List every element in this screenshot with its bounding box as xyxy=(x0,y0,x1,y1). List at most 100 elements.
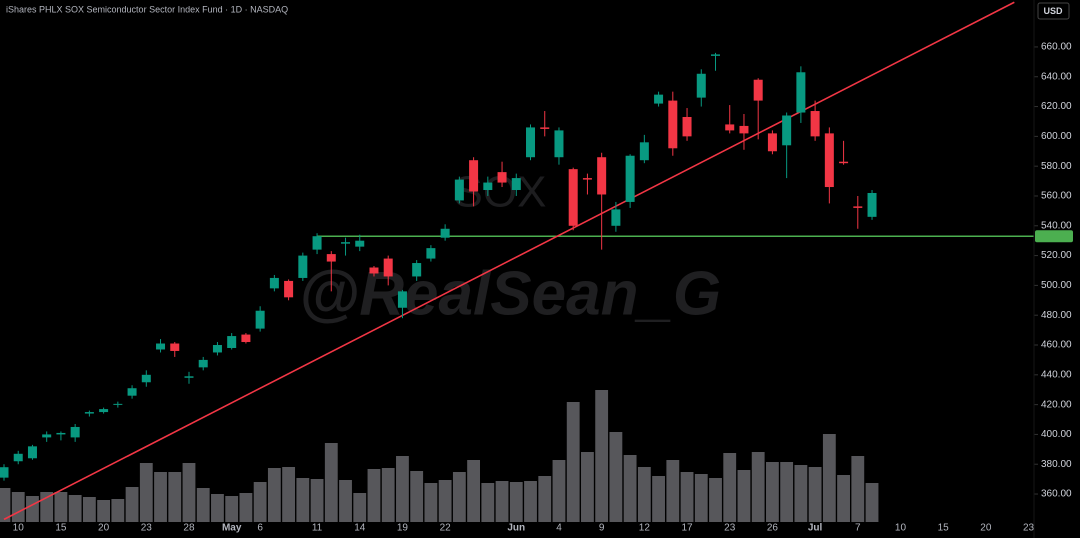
candle-body xyxy=(725,124,735,131)
candle-body xyxy=(639,142,649,161)
candle-body xyxy=(312,236,322,250)
volume-bar xyxy=(723,453,737,522)
volume-bar xyxy=(225,496,239,522)
candle-body xyxy=(383,258,393,277)
chart-title: iShares PHLX SOX Semiconductor Sector In… xyxy=(6,4,288,14)
x-tick-label: 11 xyxy=(312,523,323,534)
volume-bar xyxy=(353,493,367,522)
volume-bar xyxy=(267,468,281,522)
volume-bar xyxy=(239,493,253,522)
candle-body xyxy=(184,376,194,378)
volume-bar xyxy=(737,470,751,522)
y-tick-label: 480.00 xyxy=(1041,310,1072,321)
candle-body xyxy=(796,72,806,113)
candle-body xyxy=(42,434,52,438)
volume-bar xyxy=(424,483,438,522)
volume-bar xyxy=(396,456,409,522)
volume-bar xyxy=(609,432,623,522)
candle-body xyxy=(170,343,180,351)
candle-body xyxy=(497,172,507,183)
volume-bar xyxy=(381,468,395,522)
candle-body xyxy=(554,130,564,158)
candle-body xyxy=(454,179,464,201)
candle-body xyxy=(0,467,9,478)
volume-bar xyxy=(438,480,452,522)
volume-bar xyxy=(509,482,523,522)
y-tick-label: 600.00 xyxy=(1041,131,1072,142)
x-tick-label: 15 xyxy=(938,523,950,534)
volume-bar xyxy=(68,495,82,522)
x-tick-label: 28 xyxy=(183,523,195,534)
volume-bar xyxy=(495,481,509,522)
x-tick-label: 26 xyxy=(767,523,779,534)
volume-bar xyxy=(481,483,495,522)
volume-bar xyxy=(310,479,324,522)
volume-bar xyxy=(524,481,537,522)
x-tick-label: May xyxy=(222,523,242,534)
volume-bar xyxy=(367,469,381,522)
volume-bar xyxy=(26,496,39,522)
volume-bar xyxy=(808,467,822,522)
y-tick-label: 640.00 xyxy=(1041,71,1072,82)
volume-bar xyxy=(139,463,153,522)
x-tick-label: 20 xyxy=(980,523,992,534)
y-tick-label: 660.00 xyxy=(1041,42,1072,53)
currency-box[interactable] xyxy=(1037,2,1070,20)
trend-line xyxy=(3,1,1015,521)
x-tick-label: 10 xyxy=(895,523,907,534)
x-tick-label: 15 xyxy=(55,523,67,534)
volume-bar xyxy=(253,482,267,522)
y-tick-label: 580.00 xyxy=(1041,161,1072,172)
candle-body xyxy=(255,310,265,329)
volume-bar xyxy=(652,476,665,522)
x-tick-label: 17 xyxy=(681,523,693,534)
volume-bar xyxy=(154,472,167,522)
candle-body xyxy=(227,336,237,348)
volume-bar xyxy=(581,452,594,522)
volume-bar xyxy=(865,483,879,522)
volume-bar xyxy=(566,402,580,522)
x-tick-label: 10 xyxy=(13,523,25,534)
volume-bar xyxy=(794,465,808,522)
volume-bar xyxy=(296,478,310,522)
x-tick-label: 9 xyxy=(599,523,605,534)
candle-body xyxy=(867,192,877,217)
candle-body xyxy=(469,160,479,192)
y-tick-label: 440.00 xyxy=(1041,369,1072,380)
candle-body xyxy=(27,446,37,459)
y-tick-label: 380.00 xyxy=(1041,459,1072,470)
candle-body xyxy=(440,228,450,238)
candle-body xyxy=(696,73,706,98)
candle-body xyxy=(426,248,436,259)
candle-body xyxy=(56,432,66,435)
x-tick-label: Jun xyxy=(507,523,525,534)
candle-body xyxy=(824,133,834,188)
x-tick-label: Jul xyxy=(808,523,823,534)
x-tick-label: 22 xyxy=(440,523,452,534)
volume-bar xyxy=(82,497,96,522)
x-tick-label: 19 xyxy=(397,523,409,534)
candle-body xyxy=(810,111,820,137)
candle-body xyxy=(341,242,351,244)
candle-body xyxy=(412,263,422,277)
candle-body xyxy=(668,100,678,149)
candle-body xyxy=(298,255,308,278)
volume-bar xyxy=(709,478,722,522)
candle-body xyxy=(70,426,80,438)
volume-bar xyxy=(410,471,424,522)
candle-body xyxy=(269,277,279,289)
candle-body xyxy=(99,409,109,413)
volume-bar xyxy=(111,499,125,522)
candle-body xyxy=(326,254,336,262)
candle-body xyxy=(141,374,151,383)
candle-body xyxy=(682,116,692,137)
volume-bar xyxy=(196,488,210,522)
volume-bar xyxy=(851,456,865,522)
x-tick-label: 14 xyxy=(354,523,366,534)
candle-body xyxy=(853,206,863,208)
currency: USD xyxy=(1043,6,1063,16)
y-tick-label: 500.00 xyxy=(1041,280,1072,291)
candle-body xyxy=(753,79,763,101)
volume-bar xyxy=(182,463,196,522)
candle-body xyxy=(355,240,365,247)
